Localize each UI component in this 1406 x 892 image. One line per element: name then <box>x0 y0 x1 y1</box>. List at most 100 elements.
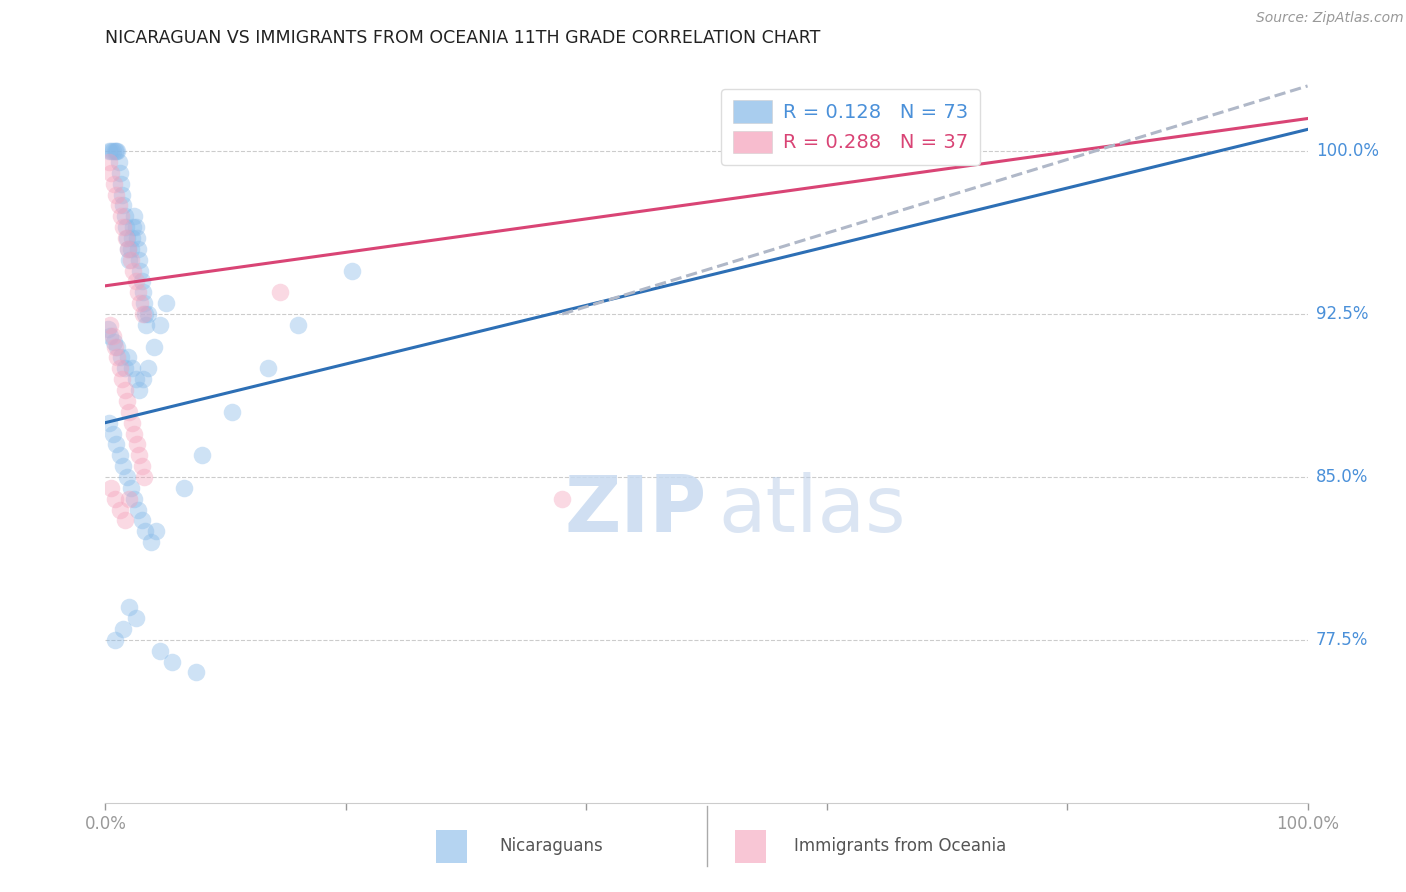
Point <box>121 361 143 376</box>
Point <box>184 665 207 680</box>
Point <box>114 513 136 527</box>
Point <box>127 242 149 256</box>
Legend: R = 0.128   N = 73, R = 0.288   N = 37: R = 0.128 N = 73, R = 0.288 N = 37 <box>721 88 980 165</box>
Point <box>134 524 156 539</box>
Point <box>100 144 122 158</box>
Point <box>98 328 121 343</box>
Point <box>128 383 150 397</box>
Point <box>112 459 135 474</box>
Point <box>128 252 150 267</box>
Point <box>148 318 170 332</box>
Point <box>340 263 363 277</box>
Point <box>100 481 122 495</box>
Point <box>117 242 139 256</box>
Text: atlas: atlas <box>718 472 905 548</box>
Point <box>117 351 139 365</box>
Point <box>256 361 278 376</box>
Point <box>118 491 141 506</box>
Point <box>114 383 136 397</box>
Point <box>105 437 128 451</box>
Point <box>131 459 153 474</box>
Point <box>132 307 155 321</box>
Point <box>101 144 124 158</box>
Point <box>160 655 183 669</box>
Point <box>105 187 128 202</box>
Point <box>136 307 159 321</box>
Point <box>551 491 574 506</box>
Point <box>131 513 153 527</box>
Point <box>114 209 136 223</box>
Point <box>127 502 149 516</box>
Point <box>129 296 152 310</box>
Point <box>124 426 146 441</box>
Point <box>101 426 124 441</box>
Point <box>104 491 127 506</box>
Text: ZIP: ZIP <box>564 472 707 548</box>
Point <box>100 166 122 180</box>
Point <box>155 296 177 310</box>
Point <box>112 220 135 235</box>
Point <box>114 361 136 376</box>
Point <box>125 231 148 245</box>
Point <box>104 340 127 354</box>
Point <box>115 231 138 245</box>
Point <box>118 252 141 267</box>
Point <box>145 524 167 539</box>
Point <box>107 144 129 158</box>
Point <box>190 448 212 462</box>
Point <box>142 340 165 354</box>
Point <box>129 263 152 277</box>
Point <box>103 335 125 350</box>
Point <box>148 644 170 658</box>
Point <box>121 231 143 245</box>
Point <box>104 144 127 158</box>
Point <box>105 144 128 158</box>
Point <box>122 263 145 277</box>
Point <box>115 220 138 235</box>
Point <box>125 437 148 451</box>
Point <box>115 393 138 408</box>
Point <box>111 372 134 386</box>
Point <box>107 351 129 365</box>
Point <box>112 622 135 636</box>
Point <box>121 416 143 430</box>
Point <box>112 198 135 212</box>
Point <box>110 209 132 223</box>
Point <box>107 155 129 169</box>
Point <box>128 448 150 462</box>
Point <box>108 361 131 376</box>
Point <box>98 155 121 169</box>
Point <box>110 351 132 365</box>
Point <box>287 318 309 332</box>
Text: NICARAGUAN VS IMMIGRANTS FROM OCEANIA 11TH GRADE CORRELATION CHART: NICARAGUAN VS IMMIGRANTS FROM OCEANIA 11… <box>105 29 821 46</box>
Point <box>97 322 120 336</box>
Text: 100.0%: 100.0% <box>1316 142 1379 161</box>
Text: 85.0%: 85.0% <box>1316 468 1368 486</box>
Point <box>124 220 146 235</box>
Point <box>269 285 291 300</box>
Point <box>124 275 146 289</box>
Point <box>118 600 141 615</box>
Point <box>117 242 139 256</box>
Point <box>98 416 121 430</box>
Point <box>101 328 124 343</box>
Point <box>132 296 155 310</box>
Text: 92.5%: 92.5% <box>1316 305 1368 323</box>
Point <box>108 166 131 180</box>
Point <box>104 632 127 647</box>
Point <box>136 361 159 376</box>
Point <box>221 405 243 419</box>
Point <box>98 318 121 332</box>
Text: Nicaraguans: Nicaraguans <box>499 837 603 855</box>
Text: 77.5%: 77.5% <box>1316 631 1368 648</box>
Point <box>132 285 155 300</box>
Point <box>118 405 141 419</box>
Point <box>124 491 146 506</box>
Point <box>120 481 142 495</box>
Point <box>132 470 155 484</box>
Point <box>120 252 142 267</box>
Point <box>108 502 131 516</box>
Point <box>108 448 131 462</box>
Point <box>107 198 129 212</box>
Point <box>115 470 138 484</box>
